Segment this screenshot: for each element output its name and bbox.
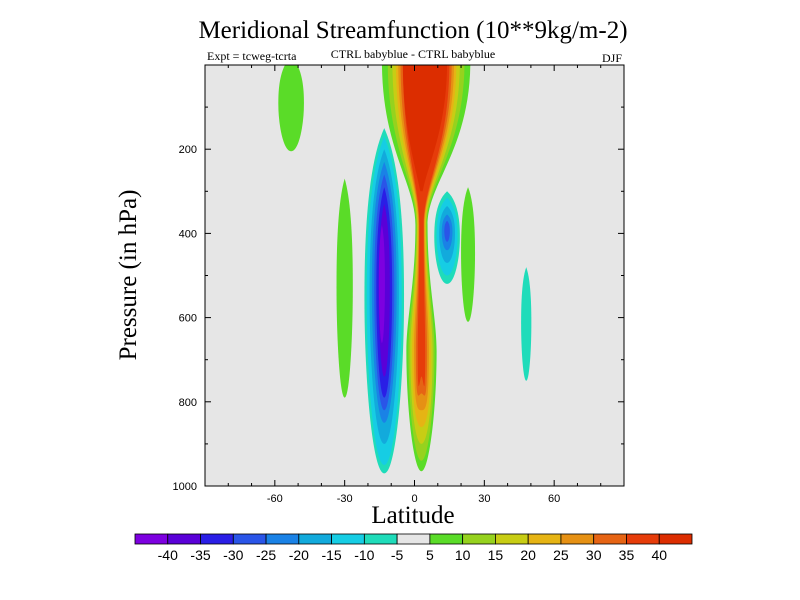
- colorbar-label: 25: [553, 547, 569, 563]
- contour-neg-south-m40: [378, 224, 385, 343]
- x-tick-label: 30: [478, 493, 490, 505]
- y-tick-label: 200: [179, 144, 197, 156]
- colorbar-label: 5: [426, 547, 434, 563]
- colorbar-box: [363, 533, 398, 545]
- plot-area: [204, 64, 625, 487]
- colorbar-label: 10: [455, 547, 471, 563]
- colorbar-box: [593, 533, 627, 545]
- colorbar-box: [560, 533, 595, 545]
- colorbar-label: 35: [619, 547, 635, 563]
- colorbar-label: 30: [586, 547, 602, 563]
- colorbar-box: [658, 533, 693, 545]
- y-tick-label: 400: [179, 228, 197, 240]
- colorbar-box: [167, 533, 201, 545]
- colorbar-label: -40: [158, 547, 178, 563]
- x-axis-title: Latitude: [371, 502, 454, 529]
- x-tick-label: 60: [548, 493, 560, 505]
- x-tick-label: -60: [267, 493, 283, 505]
- colorbar-box: [298, 533, 332, 545]
- chart-title: Meridional Streamfunction (10**9kg/m-2): [198, 17, 627, 44]
- colorbar-label: 20: [520, 547, 536, 563]
- colorbar-label: -5: [391, 547, 404, 563]
- colorbar-box: [527, 533, 562, 545]
- y-tick-label: 600: [179, 313, 197, 325]
- colorbar-label: -15: [321, 547, 341, 563]
- colorbar-label: -10: [354, 547, 374, 563]
- chart-subtitle-left: Expt = tcweg-tcrta: [207, 49, 297, 63]
- colorbar-box: [429, 533, 464, 545]
- colorbar-label: -30: [223, 547, 243, 563]
- y-tick-label: 1000: [173, 481, 197, 493]
- x-tick-label: 0: [411, 493, 417, 505]
- colorbar-box: [462, 533, 496, 545]
- y-tick-label: 800: [179, 397, 197, 409]
- colorbar-label: -35: [190, 547, 210, 563]
- y-axis-title: Pressure (in hPa): [115, 190, 142, 361]
- colorbar-box: [134, 533, 169, 545]
- contour-fill: [278, 65, 532, 474]
- colorbar-label: 40: [651, 547, 667, 563]
- contour-neg-north-m25: [444, 220, 450, 242]
- colorbar-box: [265, 533, 300, 545]
- colorbar-label: -20: [289, 547, 309, 563]
- y-axis: 200 400 600 800 1000: [173, 106, 624, 493]
- colorbar-box: [626, 533, 660, 545]
- colorbar-label: -25: [256, 547, 276, 563]
- colorbar-box: [495, 533, 529, 545]
- colorbar-label: 15: [488, 547, 504, 563]
- colorbar: -40 -35 -30 -25 -20 -15 -10 -5 5 10 15 20 25 30 35 40: [134, 533, 693, 563]
- chart-subtitle-center: CTRL babyblue - CTRL babyblue: [331, 47, 495, 61]
- contour-neg-far-north-m5: [521, 267, 532, 381]
- colorbar-box: [396, 533, 431, 545]
- x-axis: -60 -30 0 30 60: [227, 65, 602, 505]
- contour-pos-south-p5: [336, 178, 353, 398]
- x-tick-label: -30: [337, 493, 353, 505]
- colorbar-box: [331, 533, 365, 545]
- colorbar-box: [232, 533, 267, 545]
- contour-pos-north-p5: [461, 187, 476, 322]
- contour-pos-southwest-p5: [278, 65, 304, 152]
- contour-pos-main-p40: [402, 65, 447, 192]
- colorbar-box: [200, 533, 234, 545]
- chart-subtitle-right: DJF: [602, 51, 622, 65]
